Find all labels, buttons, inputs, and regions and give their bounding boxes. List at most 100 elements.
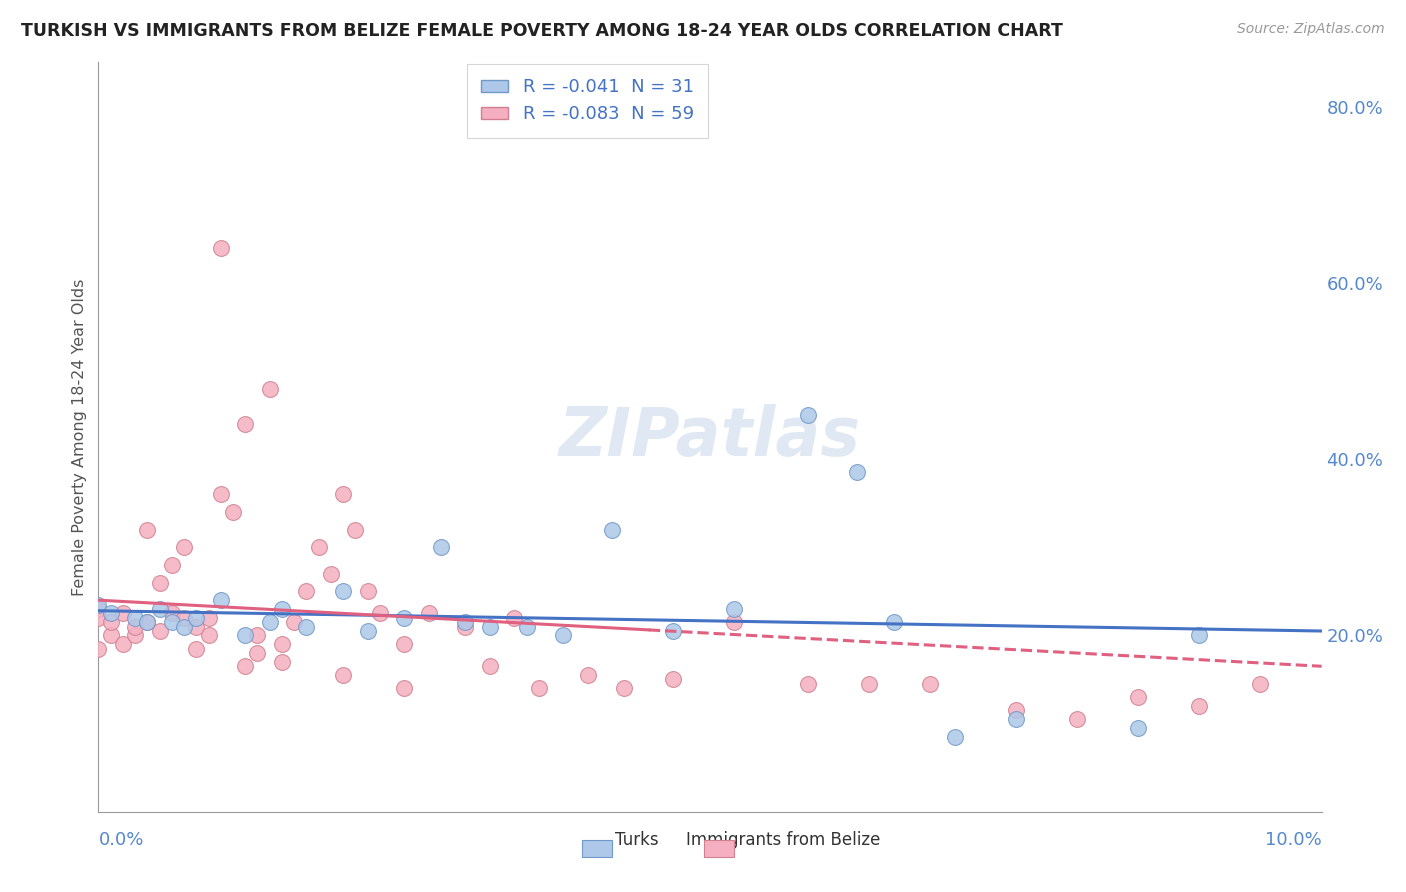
Point bbox=[283, 615, 305, 630]
Point bbox=[209, 593, 232, 607]
Point bbox=[1004, 712, 1026, 726]
Point bbox=[136, 615, 159, 630]
Point bbox=[100, 607, 122, 621]
Point bbox=[233, 628, 256, 642]
Text: Turks: Turks bbox=[614, 831, 658, 849]
Point bbox=[209, 241, 232, 255]
Point bbox=[197, 628, 219, 642]
Point bbox=[1128, 690, 1150, 705]
Point bbox=[222, 505, 245, 519]
Point bbox=[186, 611, 208, 625]
Point bbox=[136, 523, 159, 537]
Point bbox=[111, 637, 134, 651]
Point bbox=[454, 615, 477, 630]
Point bbox=[173, 619, 195, 633]
Point bbox=[845, 466, 868, 480]
Point bbox=[124, 611, 146, 625]
Point bbox=[1188, 698, 1211, 713]
Text: 0.0%: 0.0% bbox=[98, 831, 143, 849]
Point bbox=[1004, 703, 1026, 717]
Y-axis label: Female Poverty Among 18-24 Year Olds: Female Poverty Among 18-24 Year Olds bbox=[72, 278, 87, 596]
Point bbox=[332, 584, 354, 599]
Point bbox=[270, 602, 292, 616]
Point bbox=[723, 602, 745, 616]
Point bbox=[344, 523, 367, 537]
Point bbox=[883, 615, 905, 630]
Point bbox=[576, 668, 599, 682]
Point bbox=[136, 615, 159, 630]
Point bbox=[87, 641, 110, 656]
Point bbox=[87, 598, 110, 612]
Point bbox=[478, 659, 501, 673]
Text: Source: ZipAtlas.com: Source: ZipAtlas.com bbox=[1237, 22, 1385, 37]
Point bbox=[553, 628, 575, 642]
Point bbox=[160, 558, 183, 572]
FancyBboxPatch shape bbox=[582, 840, 612, 856]
Point bbox=[186, 641, 208, 656]
Point bbox=[662, 624, 685, 638]
Point bbox=[100, 615, 122, 630]
Point bbox=[270, 655, 292, 669]
Point bbox=[478, 619, 501, 633]
Point bbox=[111, 607, 134, 621]
Point bbox=[1249, 677, 1271, 691]
Point bbox=[173, 611, 195, 625]
Point bbox=[295, 619, 318, 633]
Point bbox=[308, 541, 330, 555]
Point bbox=[600, 523, 623, 537]
Point bbox=[392, 637, 416, 651]
Point bbox=[392, 681, 416, 696]
Point bbox=[246, 628, 269, 642]
Point bbox=[797, 677, 820, 691]
Text: Immigrants from Belize: Immigrants from Belize bbox=[686, 831, 880, 849]
Point bbox=[186, 619, 208, 633]
Point bbox=[209, 487, 232, 501]
Point bbox=[368, 607, 391, 621]
Point bbox=[943, 730, 966, 744]
Point bbox=[356, 584, 378, 599]
Point bbox=[1066, 712, 1088, 726]
Point bbox=[270, 637, 292, 651]
Point bbox=[160, 615, 183, 630]
Point bbox=[613, 681, 636, 696]
Point bbox=[233, 659, 256, 673]
Point bbox=[430, 541, 453, 555]
Point bbox=[1188, 628, 1211, 642]
Point bbox=[173, 541, 195, 555]
Point bbox=[124, 628, 146, 642]
Point bbox=[160, 607, 183, 621]
Point bbox=[723, 615, 745, 630]
Point bbox=[332, 668, 354, 682]
Point bbox=[197, 611, 219, 625]
Point bbox=[233, 417, 256, 431]
Point bbox=[295, 584, 318, 599]
Point bbox=[124, 619, 146, 633]
Point bbox=[418, 607, 440, 621]
Point bbox=[100, 628, 122, 642]
FancyBboxPatch shape bbox=[704, 840, 734, 856]
Point bbox=[332, 487, 354, 501]
Point bbox=[920, 677, 942, 691]
Point bbox=[356, 624, 378, 638]
Point bbox=[662, 673, 685, 687]
Legend: R = -0.041  N = 31, R = -0.083  N = 59: R = -0.041 N = 31, R = -0.083 N = 59 bbox=[467, 64, 709, 138]
Text: TURKISH VS IMMIGRANTS FROM BELIZE FEMALE POVERTY AMONG 18-24 YEAR OLDS CORRELATI: TURKISH VS IMMIGRANTS FROM BELIZE FEMALE… bbox=[21, 22, 1063, 40]
Text: ZIPatlas: ZIPatlas bbox=[560, 404, 860, 470]
Point bbox=[149, 624, 172, 638]
Point bbox=[149, 575, 172, 590]
Point bbox=[319, 566, 342, 581]
Point bbox=[149, 602, 172, 616]
Point bbox=[87, 602, 110, 616]
Point bbox=[516, 619, 538, 633]
Point bbox=[259, 615, 281, 630]
Point bbox=[797, 408, 820, 422]
Point bbox=[259, 382, 281, 396]
Point bbox=[503, 611, 526, 625]
Point bbox=[858, 677, 880, 691]
Point bbox=[87, 611, 110, 625]
Point bbox=[246, 646, 269, 660]
Point bbox=[1128, 721, 1150, 735]
Point bbox=[527, 681, 550, 696]
Text: 10.0%: 10.0% bbox=[1265, 831, 1322, 849]
Point bbox=[454, 619, 477, 633]
